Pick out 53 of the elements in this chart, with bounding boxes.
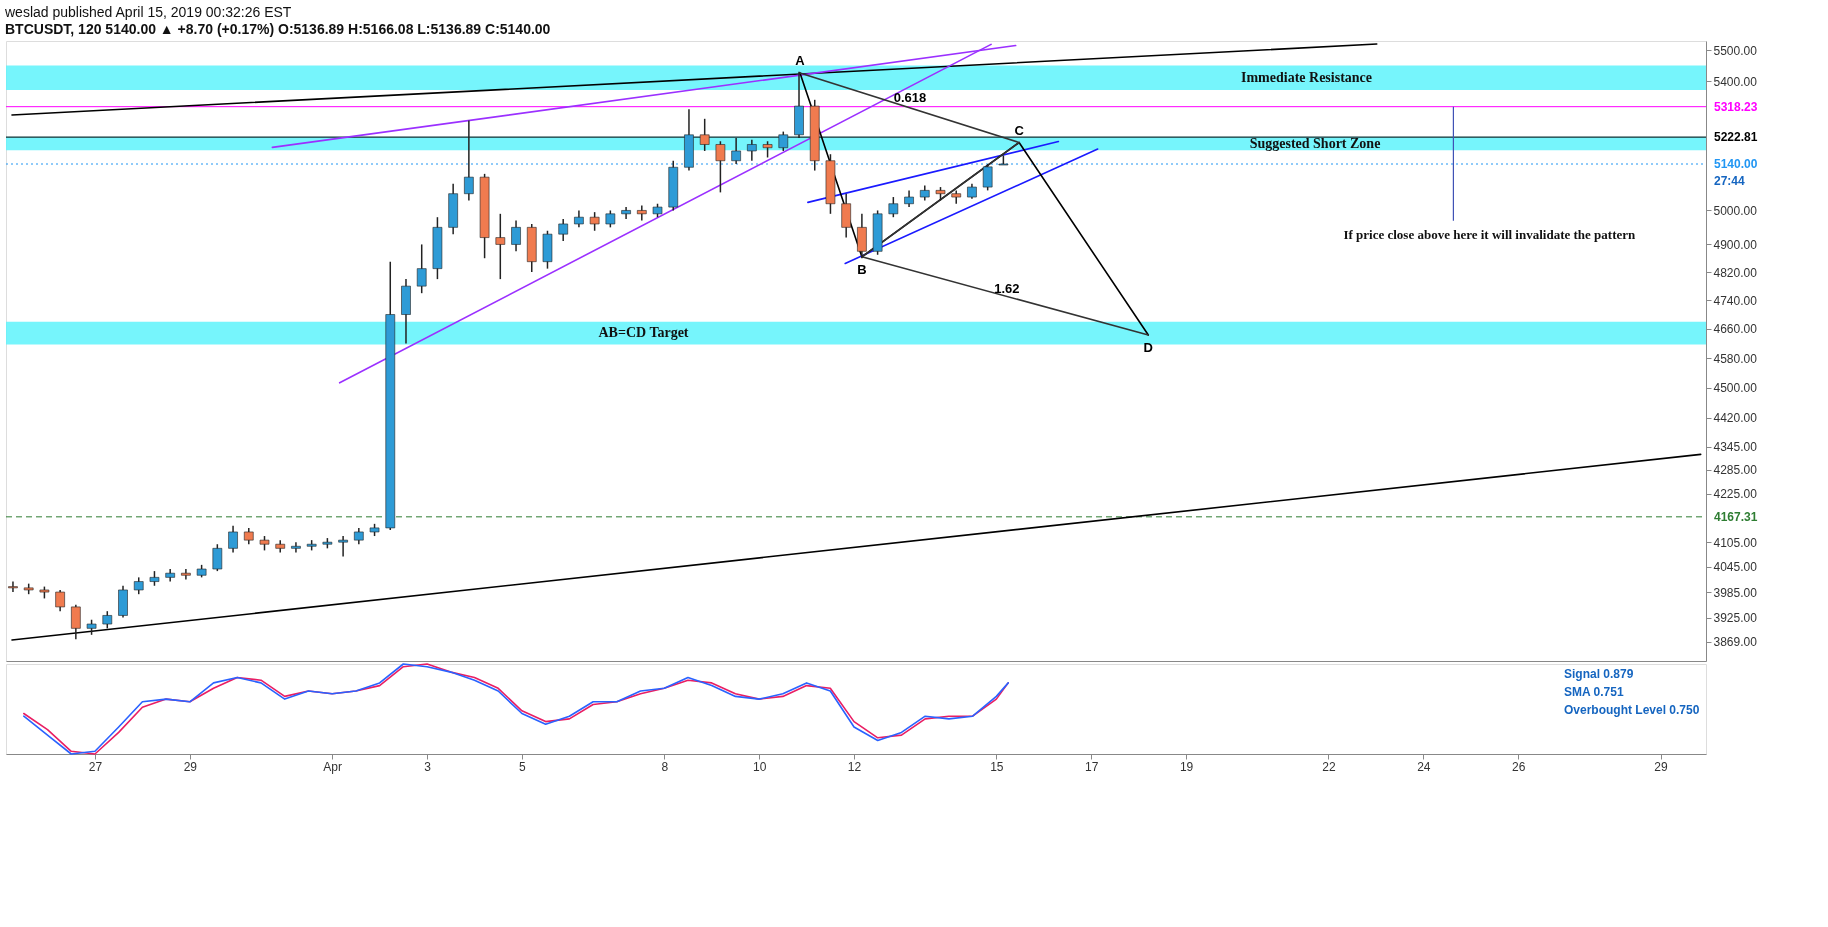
x-tick-label: 22 bbox=[1322, 759, 1336, 774]
y-tick-label: 4660.00 bbox=[1713, 322, 1758, 337]
ref-line-label: 5140.00 bbox=[1714, 157, 1758, 172]
y-tick-label: 4500.00 bbox=[1713, 381, 1758, 396]
y-tick-label: 4045.00 bbox=[1713, 560, 1758, 575]
y-tick-label: 4285.00 bbox=[1713, 463, 1758, 478]
y-tick-label: 3925.00 bbox=[1713, 611, 1758, 626]
ref-line-label: 5318.23 bbox=[1714, 99, 1758, 114]
annotation: B bbox=[857, 261, 867, 277]
ref-line-label: 4167.31 bbox=[1714, 509, 1758, 524]
x-tick-label: 12 bbox=[847, 759, 862, 774]
y-tick-label: 4820.00 bbox=[1713, 265, 1758, 280]
x-tick-label: 29 bbox=[183, 759, 198, 774]
y-tick-label: 3869.00 bbox=[1713, 635, 1758, 650]
x-tick-label: 5 bbox=[519, 759, 527, 774]
y-tick-label: 5500.00 bbox=[1713, 43, 1758, 58]
y-tick-label: 4420.00 bbox=[1713, 411, 1758, 426]
band-label: Immediate Resistance bbox=[1240, 69, 1373, 85]
chart-subtitle: BTCUSDT, 120 5140.00 ▲ +8.70 (+0.17%) O:5136.89 H:5166.08 L:5136.89 C:5140.00 bbox=[5, 20, 551, 37]
annotation: Signal 0.879 bbox=[1564, 667, 1634, 681]
x-tick-label: Apr bbox=[323, 759, 343, 774]
x-tick-label: 27 bbox=[88, 759, 103, 774]
y-tick-label: 4105.00 bbox=[1713, 535, 1758, 550]
annotation: If price close above here it will invalidate the pattern bbox=[1343, 226, 1637, 242]
x-tick-label: 15 bbox=[990, 759, 1004, 774]
annotation: A bbox=[795, 52, 806, 68]
annotation: C bbox=[1014, 122, 1025, 138]
y-tick-label: 4580.00 bbox=[1713, 351, 1758, 366]
x-tick-label: 19 bbox=[1179, 759, 1194, 774]
y-tick-label: 4900.00 bbox=[1713, 237, 1758, 252]
text: 27:44 bbox=[1714, 173, 1746, 188]
x-tick-label: 24 bbox=[1417, 759, 1431, 774]
y-tick-label: 5000.00 bbox=[1713, 203, 1758, 218]
y-tick-label: 5400.00 bbox=[1713, 74, 1758, 89]
annotation: Overbought Level 0.750 bbox=[1564, 703, 1700, 717]
annotation: 0.618 bbox=[893, 90, 927, 106]
chart-title: weslad published April 15, 2019 00:32:26 EST bbox=[4, 3, 292, 20]
y-tick-label: 4345.00 bbox=[1713, 440, 1758, 455]
annotation: D bbox=[1143, 340, 1154, 356]
annotation: SMA 0.751 bbox=[1564, 685, 1624, 699]
x-tick-label: 26 bbox=[1512, 759, 1526, 774]
annotation: 1.62 bbox=[994, 280, 1020, 296]
x-tick-label: 29 bbox=[1654, 759, 1669, 774]
band-label: Suggested Short Zone bbox=[1249, 135, 1381, 151]
y-tick-label: 4740.00 bbox=[1713, 293, 1758, 308]
band-label: AB=CD Target bbox=[598, 325, 689, 341]
x-tick-label: 8 bbox=[661, 759, 669, 774]
x-tick-label: 10 bbox=[752, 759, 767, 774]
y-tick-label: 4225.00 bbox=[1713, 487, 1758, 502]
x-tick-label: 17 bbox=[1085, 759, 1099, 774]
x-tick-label: 3 bbox=[424, 759, 432, 774]
ref-line-label: 5222.81 bbox=[1714, 130, 1758, 145]
y-tick-label: 3985.00 bbox=[1713, 585, 1758, 600]
